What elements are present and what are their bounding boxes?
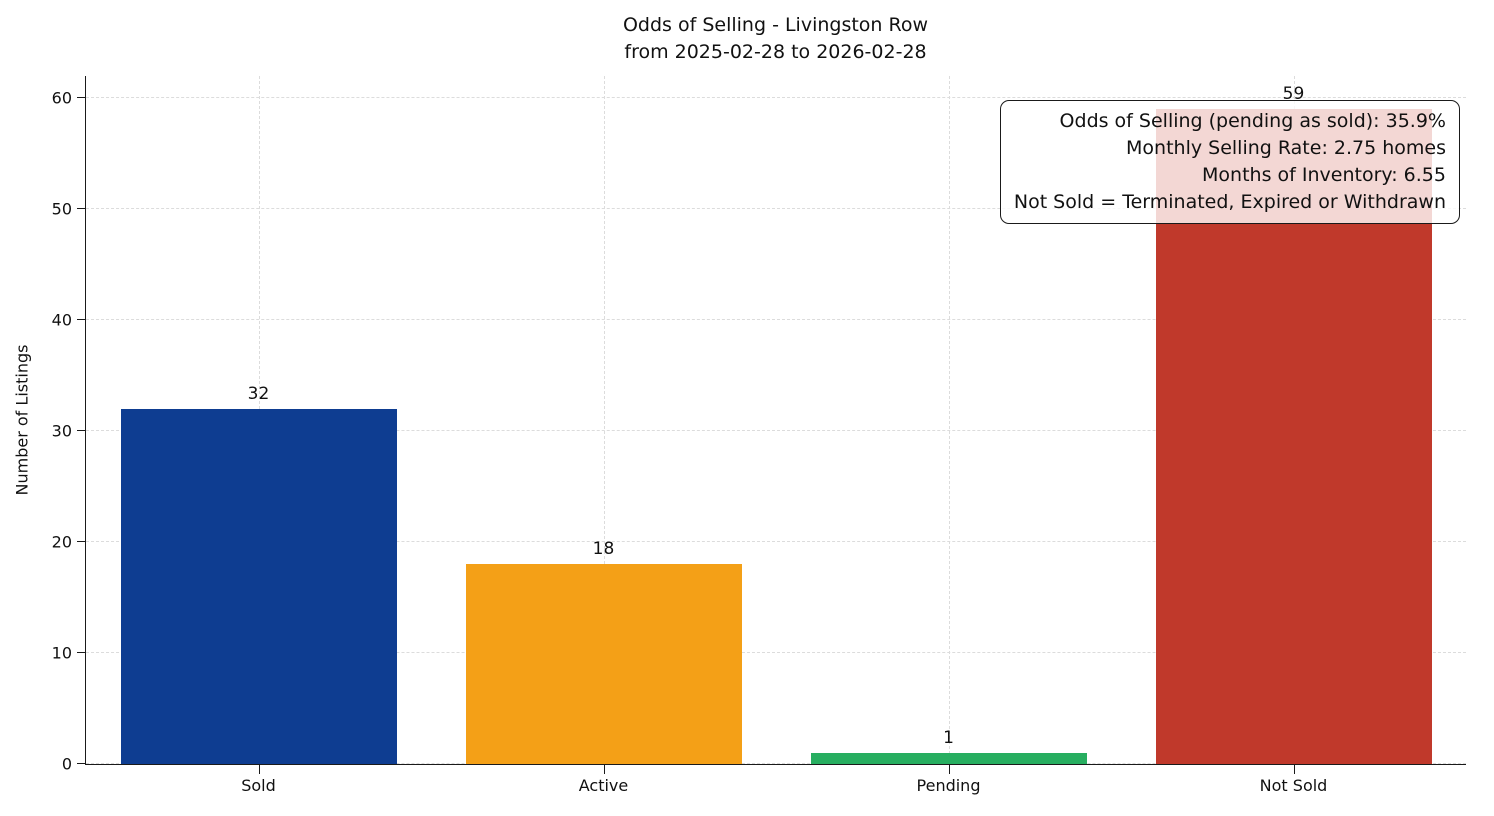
annotation-line: Not Sold = Terminated, Expired or Withdr… — [1013, 191, 1446, 213]
y-tick-mark — [77, 430, 85, 432]
x-tick-mark — [948, 765, 950, 774]
y-axis-label: Number of Listings — [12, 344, 32, 496]
bar-pending — [810, 752, 1087, 764]
y-tick-mark — [77, 541, 85, 543]
x-tick-label: Not Sold — [1259, 776, 1328, 795]
bar-sold — [120, 408, 397, 764]
plot-area: Odds of Selling (pending as sold): 35.9%… — [52, 76, 1466, 795]
y-tick-label: 60 — [51, 88, 72, 108]
h-gridline — [86, 208, 1466, 210]
v-gridline — [948, 76, 950, 764]
y-tick-mark — [77, 652, 85, 654]
x-tick-label: Sold — [241, 776, 276, 795]
h-gridline — [86, 763, 1466, 764]
y-tick-label: 50 — [51, 199, 72, 219]
y-tick-label: 10 — [51, 643, 72, 663]
annotation-box: Odds of Selling (pending as sold): 35.9%… — [999, 100, 1460, 224]
annotation-line: Monthly Selling Rate: 2.75 homes — [1126, 137, 1446, 159]
h-gridline — [86, 430, 1466, 432]
bar-value-label: 1 — [943, 727, 954, 748]
x-tick-label: Active — [578, 776, 629, 795]
x-tick-mark — [1293, 765, 1295, 774]
chart-title: Odds of Selling - Livingston Row from 20… — [85, 12, 1466, 66]
y-tick-label: 20 — [51, 532, 72, 552]
bar-value-label: 18 — [592, 539, 615, 560]
v-gridline — [603, 76, 605, 764]
h-gridline — [86, 319, 1466, 321]
h-gridline — [86, 652, 1466, 654]
bar-value-label: 32 — [247, 383, 270, 404]
x-tick-label: Pending — [916, 776, 981, 795]
y-tick-mark — [77, 763, 85, 764]
y-tick-label: 30 — [51, 421, 72, 441]
bar-active — [465, 564, 742, 764]
y-tick-label: 0 — [61, 754, 72, 774]
chart-title-line-1: Odds of Selling - Livingston Row — [622, 14, 929, 36]
annotation-line: Months of Inventory: 6.55 — [1202, 164, 1446, 186]
h-gridline — [86, 541, 1466, 543]
x-tick-mark — [603, 765, 605, 774]
annotation-line: Odds of Selling (pending as sold): 35.9% — [1059, 110, 1446, 132]
y-tick-mark — [77, 208, 85, 210]
h-gridline — [86, 97, 1466, 99]
y-tick-mark — [77, 97, 85, 99]
chart-title-line-2: from 2025-02-28 to 2026-02-28 — [624, 41, 927, 63]
y-tick-mark — [77, 319, 85, 321]
bar-value-label: 59 — [1282, 84, 1305, 105]
y-tick-label: 40 — [51, 310, 72, 330]
x-tick-mark — [258, 765, 260, 774]
